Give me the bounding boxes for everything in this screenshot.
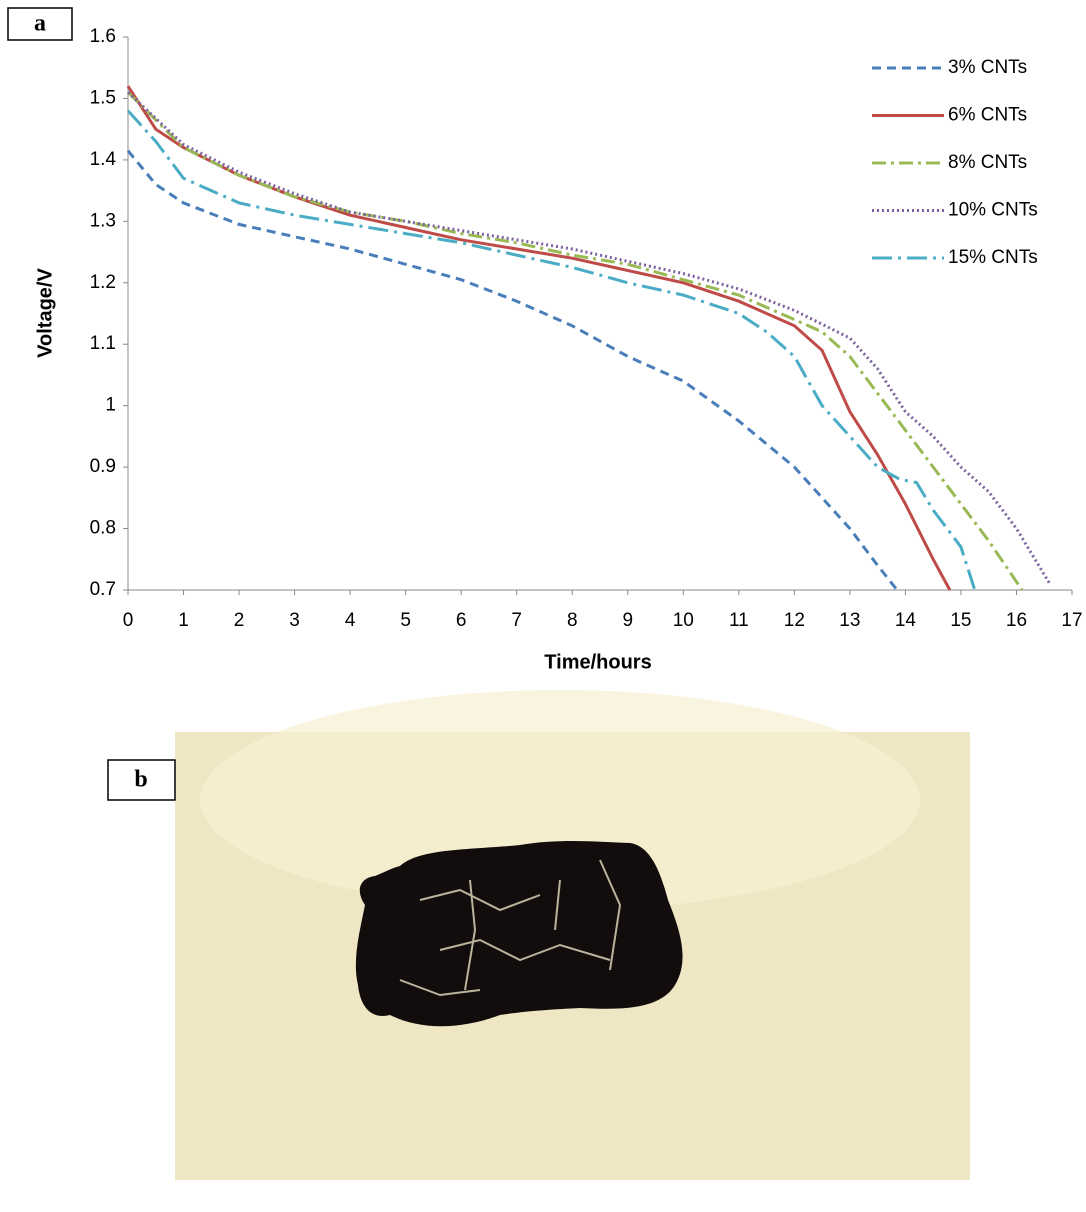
photo [175, 690, 970, 1180]
panel-label-box [107, 759, 176, 801]
panel-label: b [134, 767, 147, 793]
x-tick-label: 2 [234, 610, 245, 631]
x-tick-label: 6 [456, 610, 467, 631]
x-tick-label: 7 [511, 610, 522, 631]
x-tick-label: 9 [622, 610, 633, 631]
x-tick-label: 16 [1006, 610, 1027, 631]
sample-blob [355, 840, 683, 1027]
y-tick-label: 1.5 [90, 87, 116, 108]
x-tick-label: 5 [400, 610, 411, 631]
y-tick-label: 1.6 [90, 26, 116, 47]
series-line [126, 149, 899, 591]
x-tick-label: 1 [178, 610, 189, 631]
x-tick-label: 15 [950, 610, 971, 631]
legend-label: 3% CNTs [948, 57, 1027, 78]
y-tick-label: 1 [105, 395, 116, 416]
series-line [126, 85, 952, 591]
legend-label: 6% CNTs [948, 105, 1027, 126]
panel-label: a [34, 11, 46, 37]
x-tick-label: 17 [1061, 610, 1082, 631]
x-tick-label: 4 [345, 610, 356, 631]
x-tick-label: 12 [784, 610, 805, 631]
x-tick-label: 10 [673, 610, 694, 631]
series-line [126, 91, 1024, 591]
y-tick-label: 0.7 [90, 579, 116, 600]
series-line [126, 91, 1052, 585]
x-tick-label: 11 [729, 610, 749, 631]
y-tick-label: 0.8 [90, 518, 116, 539]
x-tick-label: 13 [839, 610, 860, 631]
y-tick-label: 1.3 [90, 210, 116, 231]
y-tick-label: 1.1 [90, 333, 116, 354]
series-line [126, 109, 977, 591]
x-tick-label: 3 [289, 610, 300, 631]
y-axis-title: Voltage/V [34, 268, 56, 358]
x-tick-label: 0 [123, 610, 134, 631]
x-axis-title: Time/hours [544, 651, 651, 673]
sample-cracks [399, 859, 622, 997]
legend-label: 10% CNTs [948, 200, 1038, 221]
legend-label: 15% CNTs [948, 247, 1038, 268]
x-tick-label: 8 [567, 610, 578, 631]
y-tick-label: 0.9 [90, 456, 116, 477]
y-tick-label: 1.4 [90, 149, 117, 170]
x-tick-label: 14 [895, 610, 917, 631]
legend-label: 8% CNTs [948, 152, 1027, 173]
y-tick-label: 1.2 [90, 272, 116, 293]
panel-label-box [7, 7, 73, 41]
photo-highlight [200, 690, 920, 910]
